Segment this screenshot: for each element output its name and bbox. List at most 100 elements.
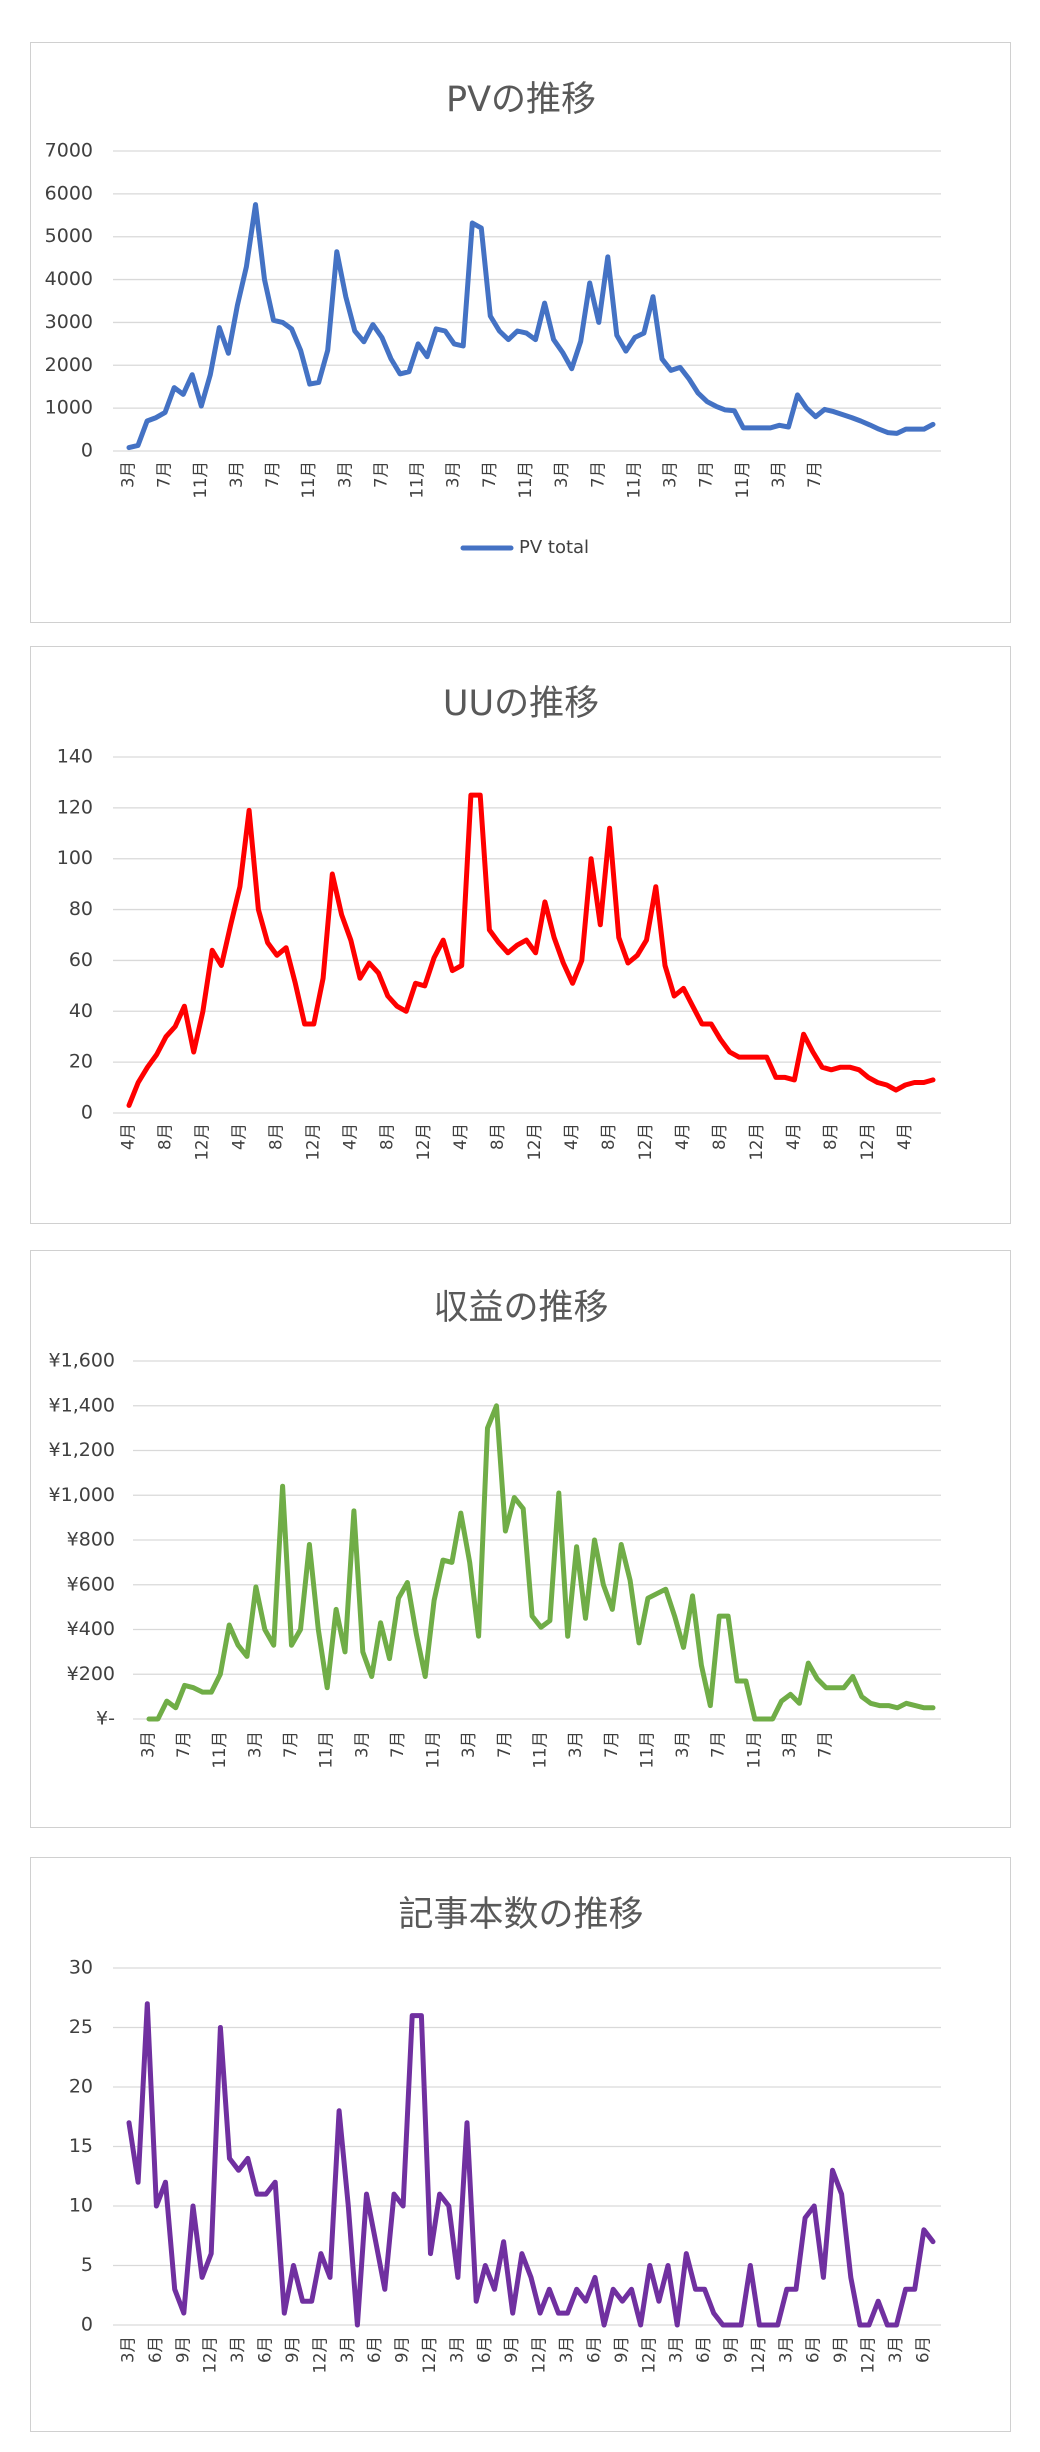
data-point [392,2192,397,2197]
x-tick-label: 3月 [769,461,788,488]
x-tick-label: 7月 [602,1731,621,1758]
data-point [506,337,511,342]
articles-chart: 記事本数の推移 0 5 10 15 20 25 30 3月 6月 9月 12月 3月 6月 9月 12月 3月 6… [69,1895,941,2374]
data-point [367,961,372,966]
data-point [253,1585,258,1590]
data-point [154,1052,159,1057]
data-point [803,2215,808,2220]
data-point [538,2311,543,2316]
data-point [404,1009,409,1014]
data-point [524,938,529,943]
data-point [783,1075,788,1080]
data-point [699,1663,704,1668]
data-point [711,2311,716,2316]
data-point [876,2299,881,2304]
data-point [479,226,484,231]
data-point [690,1004,695,1009]
data-point [533,337,538,342]
x-tick-label: 12月 [858,1123,877,1161]
data-point [768,425,773,430]
data-point [741,425,746,430]
x-tick-label: 7月 [480,461,499,488]
x-tick-label: 9月 [831,2336,850,2363]
data-point [441,1558,446,1563]
y-tick-label: 1000 [45,397,93,419]
data-point [227,1623,232,1628]
y-tick-label: ¥1,200 [49,1439,115,1461]
x-tick-label: 3月 [673,1731,692,1758]
data-point [931,422,936,427]
data-point [903,427,908,432]
data-point [282,2311,287,2316]
data-point [334,1607,339,1612]
data-point [820,1065,825,1070]
data-point [164,1699,169,1704]
legend-label: PV total [519,537,589,558]
data-point [226,351,231,356]
data-point [389,356,394,361]
x-tick-label: 3月 [886,2336,905,2363]
data-point [289,1643,294,1648]
x-tick-label: 7月 [588,461,607,488]
y-tick-label: 5 [81,2254,93,2276]
data-point [641,331,646,336]
data-point [452,341,457,346]
data-point [450,968,455,973]
data-point [515,329,520,334]
x-tick-label: 7月 [816,1731,835,1758]
data-point [325,1685,330,1690]
pv-chart: PVの推移 0 1000 2000 3000 4000 5000 6000 7000 3月 7月 11… [45,80,941,558]
data-point [127,1103,132,1108]
data-point [779,1699,784,1704]
data-point [813,414,818,419]
data-point [569,366,574,371]
data-point [244,264,249,269]
y-tick-label: ¥1,400 [49,1394,115,1416]
data-point [467,1560,472,1565]
data-point [552,935,557,940]
data-point [488,314,493,319]
data-point [786,425,791,430]
data-point [318,2251,323,2256]
data-point [570,981,575,986]
x-tick-label: 11月 [516,461,535,499]
data-point [866,1075,871,1080]
x-tick-label: 3月 [335,461,354,488]
data-point [173,1705,178,1710]
data-point [574,1544,579,1549]
data-point [515,943,520,948]
data-point [446,2204,451,2209]
data-point [330,872,335,877]
x-tick-label: 8月 [488,1123,507,1150]
data-point [355,2323,360,2328]
data-point [401,2204,406,2209]
data-point [274,953,279,958]
x-tick-label: 8月 [710,1123,729,1150]
y-tick-label: 3000 [45,311,93,333]
data-point [565,1634,570,1639]
data-point [766,2323,771,2328]
data-point [398,371,403,376]
x-tick-label: 7月 [263,461,282,488]
x-tick-label: 3月 [667,2336,686,2363]
data-point [681,1645,686,1650]
data-point [858,419,863,424]
chart-title: 記事本数の推移 [398,1895,643,1935]
data-point [757,2323,762,2328]
data-point [494,1403,499,1408]
series-line-uu [126,792,936,1108]
data-point [806,1661,811,1666]
y-tick-label: 80 [69,898,93,920]
y-tick-label: ¥1,000 [49,1484,115,1506]
data-point [271,318,276,323]
data-point [237,884,242,889]
data-point [821,2275,826,2280]
data-point [361,339,366,344]
data-point [547,1618,552,1623]
y-tick-label: 100 [57,847,93,869]
x-tick-label: 12月 [636,1123,655,1161]
data-point [592,1538,597,1543]
data-point [247,808,252,813]
y-tick-label: 0 [81,2314,93,2336]
data-point [607,826,612,831]
